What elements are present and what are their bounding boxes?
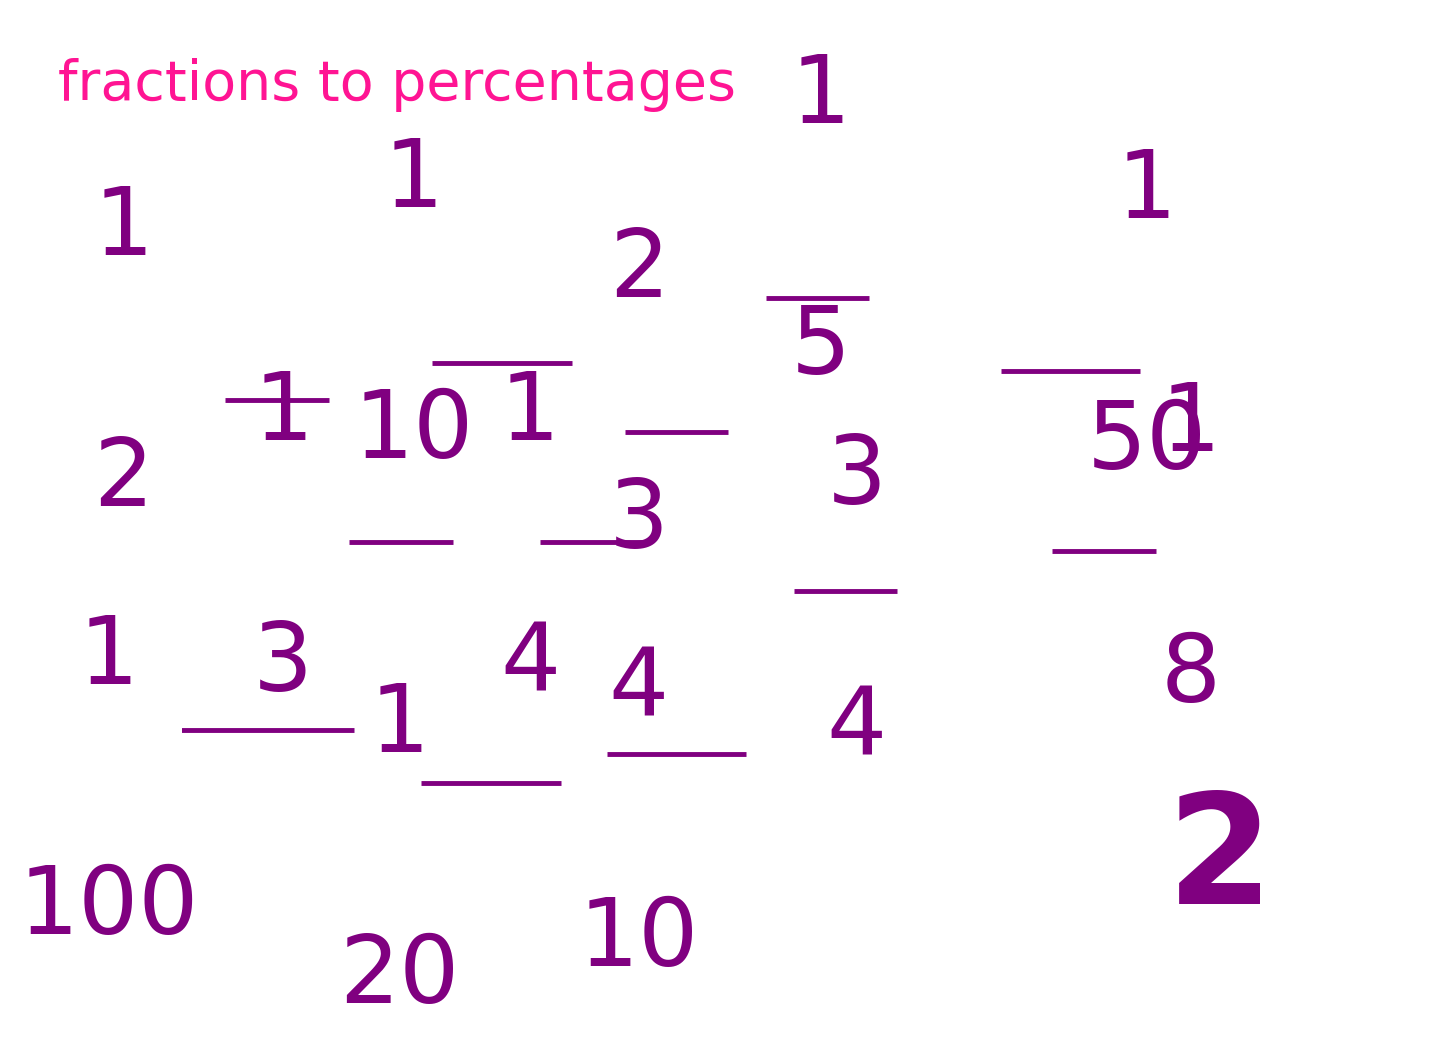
Text: 8: 8	[1160, 630, 1221, 722]
Text: 5: 5	[790, 302, 851, 394]
Text: 10: 10	[579, 894, 698, 986]
Text: 1: 1	[499, 368, 560, 460]
Text: 1: 1	[1117, 146, 1178, 238]
Text: 1: 1	[78, 612, 139, 704]
Text: 2: 2	[1166, 787, 1273, 936]
Text: 1: 1	[790, 51, 851, 143]
Text: 20: 20	[340, 931, 459, 1023]
Text: 3: 3	[826, 432, 887, 524]
Text: 1: 1	[253, 368, 314, 460]
Text: 1: 1	[93, 183, 154, 275]
Text: 4: 4	[608, 643, 669, 735]
Text: 1: 1	[369, 680, 430, 772]
Text: 2: 2	[608, 225, 669, 317]
Text: 2: 2	[93, 434, 154, 526]
Text: 3: 3	[253, 619, 314, 711]
Text: 4: 4	[499, 619, 560, 711]
Text: 10: 10	[354, 386, 473, 478]
Text: 50: 50	[1088, 397, 1207, 489]
Text: 1: 1	[1160, 379, 1221, 471]
Text: 100: 100	[19, 862, 199, 954]
Text: 1: 1	[383, 135, 444, 227]
Text: 4: 4	[826, 682, 887, 774]
Text: 3: 3	[608, 476, 669, 568]
Text: fractions to percentages: fractions to percentages	[58, 58, 736, 112]
